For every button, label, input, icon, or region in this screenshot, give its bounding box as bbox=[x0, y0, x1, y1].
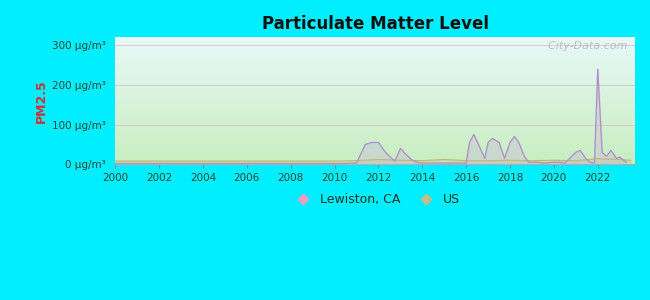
Legend: Lewiston, CA, US: Lewiston, CA, US bbox=[285, 188, 465, 211]
Text: City-Data.com: City-Data.com bbox=[541, 41, 627, 51]
Y-axis label: PM2.5: PM2.5 bbox=[34, 79, 47, 123]
Title: Particulate Matter Level: Particulate Matter Level bbox=[262, 15, 489, 33]
